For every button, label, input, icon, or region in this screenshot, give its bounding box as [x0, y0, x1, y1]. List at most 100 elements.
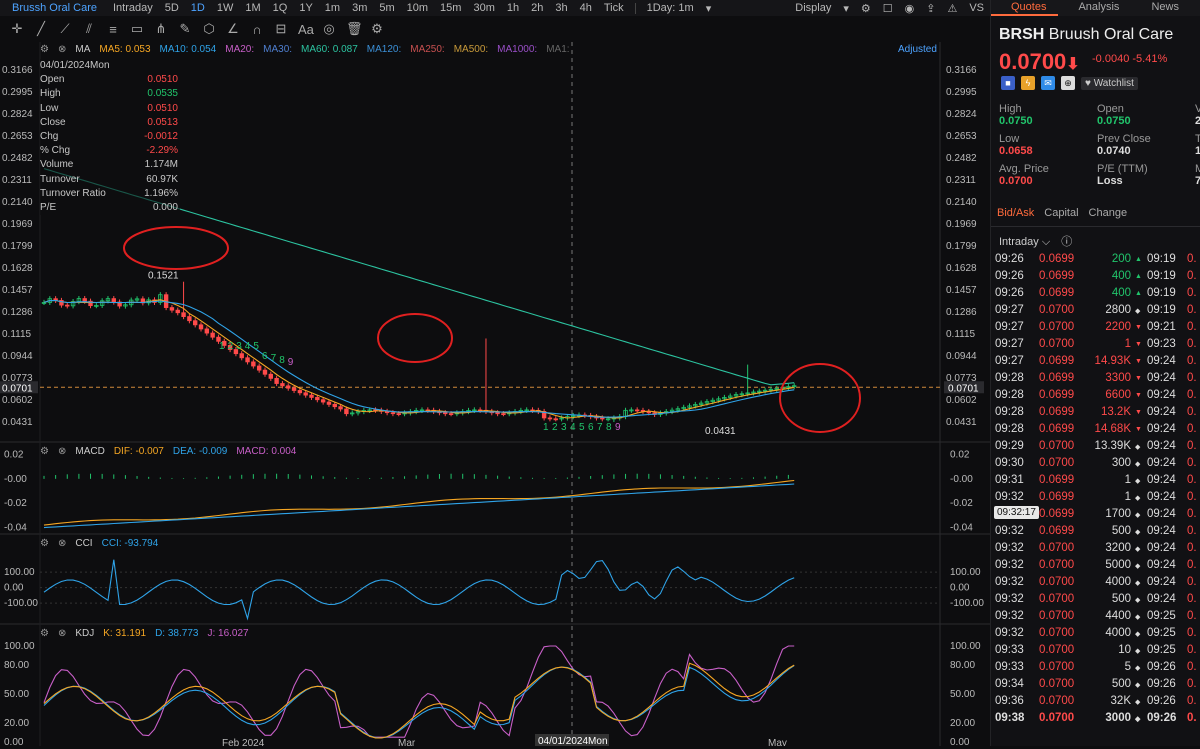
stat-label: Open: [1097, 103, 1124, 115]
candle-body: [233, 349, 239, 355]
tick-price: 0.0700: [1039, 338, 1075, 350]
arc-tool-icon[interactable]: ∩: [252, 21, 262, 37]
angle-tool-icon[interactable]: ∠: [227, 21, 239, 36]
chevron-down-icon[interactable]: ▾: [843, 2, 849, 15]
ohlc-key: Volume: [40, 159, 74, 171]
period-1q[interactable]: 1Q: [272, 2, 288, 14]
candle-body: [501, 413, 506, 416]
tick-price-2: 0.: [1187, 661, 1197, 673]
close-icon[interactable]: ⊗: [57, 44, 67, 55]
tick-list[interactable]: 09:26 0.0699 200 ▲ 09:19 0. 09:26 0.0699 400 ▲ 09:…: [991, 252, 1200, 728]
period-30min[interactable]: 30m: [473, 2, 495, 14]
candle-body: [274, 377, 279, 384]
tick-row: 09:32 0.0700 500 ◆ 09:24 0.: [991, 592, 1200, 609]
period-5d[interactable]: 5D: [164, 2, 179, 14]
ma1-value: MA1:: [546, 44, 570, 55]
checkbox-icon[interactable]: ☐: [882, 2, 893, 15]
period-5min[interactable]: 5m: [379, 2, 395, 14]
parallel-tool-icon[interactable]: ⫽: [86, 21, 92, 36]
close-icon[interactable]: ⊗: [57, 538, 67, 549]
tick-row: 09:32 0.0699 500 ◆ 09:24 0.: [991, 524, 1200, 541]
chart-canvas[interactable]: 0.3166 0.3166 0.2995 0.2995 0.2824 0.2824 0.26…: [0, 42, 990, 749]
period-1h[interactable]: 1h: [506, 2, 520, 14]
alert-icon[interactable]: ⚠: [947, 2, 958, 15]
timeframe-dropdown[interactable]: 1Day: 1m: [646, 2, 694, 14]
pitchfork-tool-icon[interactable]: ⋔: [155, 21, 167, 36]
tick-price-2: 0.: [1187, 491, 1197, 503]
ray-tool-icon[interactable]: ⟋: [60, 21, 70, 36]
info-icon[interactable]: ⊕: [1061, 76, 1075, 90]
period-10min[interactable]: 10m: [406, 2, 429, 14]
text-tool-icon[interactable]: Aa: [298, 21, 314, 37]
ma500-value: MA500:: [453, 44, 489, 55]
settings-icon[interactable]: ⚙: [371, 21, 383, 36]
tick-price-2: 0.: [1187, 695, 1197, 707]
line-tool-icon[interactable]: ╱: [37, 21, 45, 36]
tab-analysis[interactable]: Analysis: [1078, 1, 1120, 13]
intraday-dropdown[interactable]: Intraday ⌵ ⓘ: [999, 236, 1073, 248]
period-3min[interactable]: 3m: [352, 2, 368, 14]
period-1m[interactable]: 1M: [245, 2, 261, 14]
visibility-icon[interactable]: ◎: [323, 21, 335, 36]
tick-time: 09:26: [995, 253, 1024, 265]
crosshair-icon[interactable]: ✛: [11, 21, 23, 36]
settings-icon[interactable]: ⚙: [40, 44, 49, 55]
shape-tool-icon[interactable]: ⬡: [203, 21, 215, 36]
tick-price-2: 0.: [1187, 270, 1197, 282]
lightning-icon[interactable]: ϟ: [1021, 76, 1035, 90]
price-tick-label: 0.2482: [946, 153, 977, 164]
tab-capital[interactable]: Capital: [1044, 207, 1079, 219]
tick-time-2: 09:25: [1147, 644, 1176, 656]
period-intraday[interactable]: Intraday: [112, 2, 153, 14]
tab-news[interactable]: News: [1151, 1, 1179, 13]
delete-icon[interactable]: 🗑: [346, 21, 363, 36]
tab-bid-ask[interactable]: Bid/Ask: [997, 207, 1035, 219]
camera-icon[interactable]: ◉: [904, 2, 915, 15]
candle-body: [70, 301, 76, 307]
price-tick-label: 0.1115: [2, 329, 32, 340]
settings-icon[interactable]: ⚙: [40, 628, 49, 639]
macd-tick-label: -0.00: [4, 474, 27, 485]
info-icon[interactable]: ⓘ: [1061, 236, 1073, 248]
period-2h[interactable]: 2h: [531, 2, 544, 14]
chart-area[interactable]: 0.3166 0.3166 0.2995 0.2995 0.2824 0.2824 0.26…: [0, 42, 990, 749]
settings-icon[interactable]: ⚙: [40, 538, 49, 549]
brush-tool-icon[interactable]: ✎: [179, 21, 191, 36]
tab-quotes[interactable]: Quotes: [991, 0, 1059, 16]
close-icon[interactable]: ⊗: [57, 628, 67, 639]
share-icon[interactable]: ⇪: [926, 2, 936, 15]
tick-price-2: 0.: [1187, 610, 1197, 622]
display-dropdown[interactable]: Display: [795, 2, 832, 14]
chevron-down-icon[interactable]: ▾: [705, 2, 712, 15]
period-3h[interactable]: 3h: [555, 2, 568, 14]
period-1min[interactable]: 1m: [324, 2, 341, 14]
tick-price: 0.0700: [1039, 321, 1075, 333]
watchlist-button[interactable]: ♥ Watchlist: [1081, 76, 1138, 90]
tick-volume: 6600: [1105, 389, 1131, 401]
candle-body: [268, 373, 273, 379]
settings-icon[interactable]: ⚙: [860, 2, 871, 15]
macd-value: MACD: 0.004: [236, 446, 297, 457]
candle-body: [169, 307, 175, 311]
period-tick[interactable]: Tick: [603, 2, 624, 14]
tick-price: 0.0700: [1039, 457, 1075, 469]
compare-icon[interactable]: VS: [969, 2, 984, 14]
measure-tool-icon[interactable]: ⊟: [275, 21, 287, 36]
period-4h[interactable]: 4h: [579, 2, 592, 14]
kdj-tick-label: 20.00: [950, 718, 975, 729]
period-1d[interactable]: 1D: [190, 2, 205, 14]
fib-tool-icon[interactable]: ≡: [109, 21, 117, 37]
tick-row: 09:26 0.0699 200 ▲ 09:19 0.: [991, 252, 1200, 269]
close-icon[interactable]: ⊗: [57, 446, 67, 457]
price-tick-label: 0.1286: [946, 307, 977, 318]
settings-icon[interactable]: ⚙: [40, 446, 49, 457]
period-1y[interactable]: 1Y: [299, 2, 313, 14]
chat-icon[interactable]: ✉: [1041, 76, 1055, 90]
channel-tool-icon[interactable]: ▭: [130, 21, 144, 36]
period-1w[interactable]: 1W: [216, 2, 234, 14]
adjusted-toggle[interactable]: Adjusted: [898, 44, 937, 55]
period-15min[interactable]: 15m: [440, 2, 462, 14]
tab-change[interactable]: Change: [1088, 207, 1128, 219]
stock-title[interactable]: Brussh Oral Care: [12, 2, 97, 14]
candle-body: [710, 399, 715, 403]
